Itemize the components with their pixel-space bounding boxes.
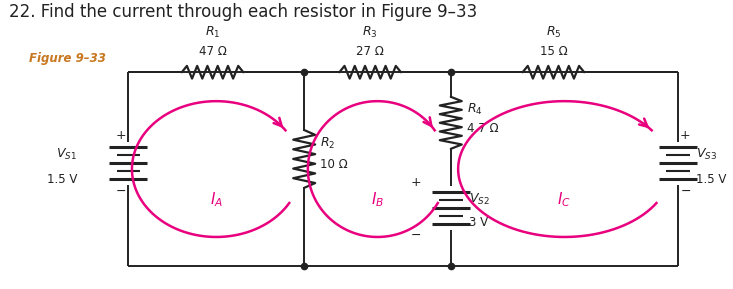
Text: $-$: $-$: [679, 184, 691, 197]
Text: +: +: [116, 129, 126, 142]
Text: $V_{S2}$: $V_{S2}$: [469, 192, 490, 207]
Text: $I_C$: $I_C$: [558, 190, 571, 209]
Text: 27 Ω: 27 Ω: [356, 45, 384, 58]
Text: $R_5$: $R_5$: [545, 25, 561, 40]
Text: 3 V: 3 V: [469, 216, 488, 229]
Text: 22. Find the current through each resistor in Figure 9–33: 22. Find the current through each resist…: [9, 3, 477, 21]
Text: Figure 9–33: Figure 9–33: [29, 52, 106, 65]
Text: $V_{S3}$: $V_{S3}$: [696, 147, 718, 162]
Text: $R_3$: $R_3$: [362, 25, 378, 40]
Text: $-$: $-$: [410, 228, 421, 240]
Text: $R_1$: $R_1$: [205, 25, 221, 40]
Text: $R_4$: $R_4$: [467, 102, 482, 117]
Text: 4.7 Ω: 4.7 Ω: [467, 122, 498, 135]
Text: 1.5 V: 1.5 V: [696, 173, 726, 186]
Text: 10 Ω: 10 Ω: [320, 158, 348, 171]
Text: 1.5 V: 1.5 V: [47, 173, 77, 186]
Text: 15 Ω: 15 Ω: [539, 45, 567, 58]
Text: $I_A$: $I_A$: [210, 190, 223, 209]
Text: 47 Ω: 47 Ω: [199, 45, 226, 58]
Text: $V_{S1}$: $V_{S1}$: [56, 147, 77, 162]
Text: +: +: [411, 176, 421, 188]
Text: $-$: $-$: [115, 184, 127, 197]
Text: $I_B$: $I_B$: [371, 190, 384, 209]
Text: +: +: [680, 129, 690, 142]
Text: $R_2$: $R_2$: [320, 136, 336, 151]
